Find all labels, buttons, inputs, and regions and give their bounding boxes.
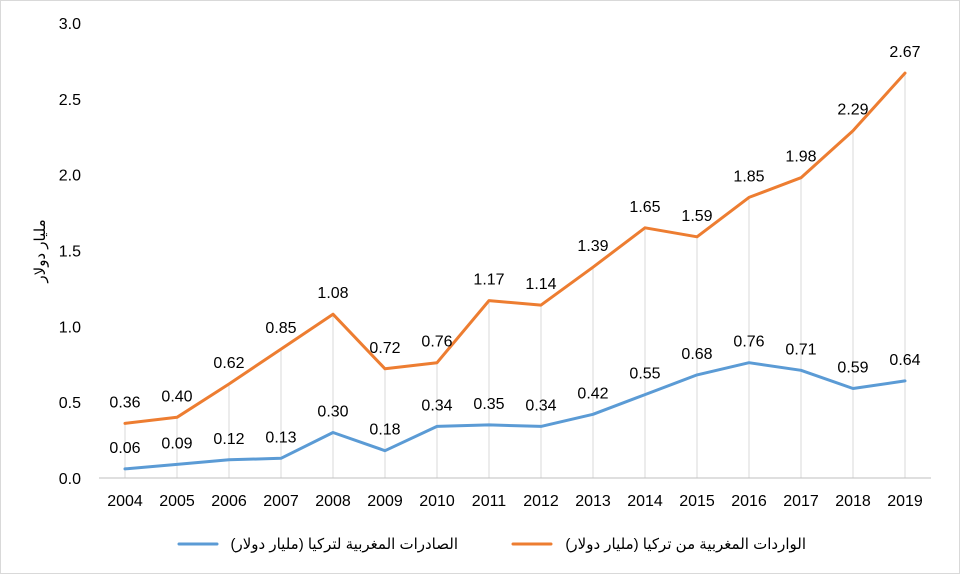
legend-label: الواردات المغربية من تركيا (مليار دولار) xyxy=(565,536,806,553)
x-tick-label: 2012 xyxy=(523,493,559,510)
data-label: 1.59 xyxy=(681,208,712,225)
data-labels: 0.06 0.09 0.12 0.13 0.30 0.18 0.34 0.35 0.34 0.42… xyxy=(109,44,920,457)
series-line-2 xyxy=(123,71,907,425)
series-lines xyxy=(123,71,907,471)
x-tick-label: 2017 xyxy=(783,493,819,510)
data-label: 0.42 xyxy=(577,385,608,402)
data-label: 0.55 xyxy=(629,366,660,383)
x-tick-label: 2006 xyxy=(211,493,247,510)
data-label: 1.14 xyxy=(525,276,556,293)
drop-lines xyxy=(124,73,906,478)
data-label: 1.39 xyxy=(577,238,608,255)
y-tick-label: 2.0 xyxy=(59,168,81,185)
data-label: 1.98 xyxy=(785,149,816,166)
y-tick-label: 3.0 xyxy=(59,16,81,33)
legend-label: الصادرات المغربية لتركيا (مليار دولار) xyxy=(230,536,458,553)
x-tick-label: 2015 xyxy=(679,493,715,510)
data-label: 0.76 xyxy=(421,334,452,351)
x-tick-label: 2013 xyxy=(575,493,611,510)
y-tick-label: 2.5 xyxy=(59,92,81,109)
legend: الصادرات المغربية لتركيا (مليار دولار) ال… xyxy=(177,536,806,553)
y-tick-label: 1.5 xyxy=(59,244,81,261)
data-label: 0.30 xyxy=(317,404,348,421)
data-label: 0.72 xyxy=(369,340,400,357)
x-tick-label: 2014 xyxy=(627,493,663,510)
y-axis-ticks: 0.0 0.5 1.0 1.5 2.0 2.5 3.0 xyxy=(59,16,81,488)
x-tick-label: 2011 xyxy=(472,493,507,510)
data-label: 0.09 xyxy=(161,435,192,452)
x-axis-ticks: 2004 2005 2006 2007 2008 2009 2010 2011 2012 2013… xyxy=(107,493,923,510)
data-label: 1.17 xyxy=(473,272,504,289)
data-label: 0.13 xyxy=(265,429,296,446)
x-tick-label: 2018 xyxy=(835,493,871,510)
data-label: 0.36 xyxy=(109,394,140,411)
data-label: 0.12 xyxy=(213,431,244,448)
data-label: 0.71 xyxy=(785,341,816,358)
x-tick-label: 2007 xyxy=(263,493,299,510)
data-label: 0.76 xyxy=(733,334,764,351)
x-tick-label: 2016 xyxy=(731,493,767,510)
data-label: 1.08 xyxy=(317,285,348,302)
x-tick-label: 2008 xyxy=(315,493,351,510)
x-tick-label: 2010 xyxy=(419,493,455,510)
data-label: 0.34 xyxy=(525,397,556,414)
data-label: 2.29 xyxy=(837,102,868,119)
data-label: 0.34 xyxy=(421,397,452,414)
data-label: 0.06 xyxy=(109,440,140,457)
data-label: 0.68 xyxy=(681,346,712,363)
x-tick-label: 2009 xyxy=(367,493,403,510)
series-line-1 xyxy=(123,361,907,471)
x-tick-label: 2004 xyxy=(107,493,143,510)
data-label: 0.64 xyxy=(889,352,920,369)
data-label: 0.59 xyxy=(837,360,868,377)
data-label: 1.65 xyxy=(629,199,660,216)
y-axis-label: مليار دولار xyxy=(32,219,49,283)
x-tick-label: 2019 xyxy=(887,493,923,510)
y-tick-label: 0.5 xyxy=(59,395,81,412)
data-label: 0.35 xyxy=(473,396,504,413)
data-label: 0.18 xyxy=(369,422,400,439)
data-label: 0.85 xyxy=(265,320,296,337)
data-label: 2.67 xyxy=(889,44,920,61)
x-tick-label: 2005 xyxy=(159,493,195,510)
data-label: 0.62 xyxy=(213,355,244,372)
data-label: 0.40 xyxy=(161,388,192,405)
y-tick-label: 1.0 xyxy=(59,319,81,336)
y-tick-label: 0.0 xyxy=(59,471,81,488)
data-label: 1.85 xyxy=(733,168,764,185)
